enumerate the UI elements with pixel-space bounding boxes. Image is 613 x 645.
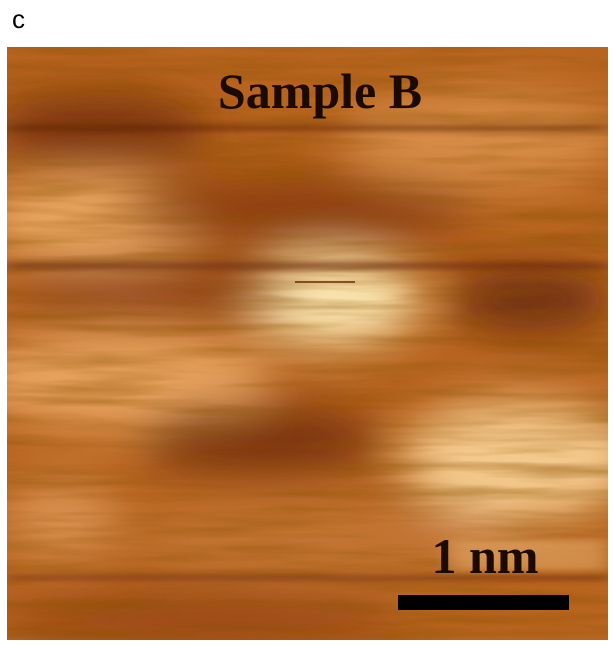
- stm-image: [7, 47, 608, 640]
- image-title: Sample B: [218, 63, 422, 119]
- scale-bar-label: 1 nm: [432, 528, 539, 584]
- panel-label: c: [12, 4, 25, 34]
- scale-bar: [398, 595, 569, 610]
